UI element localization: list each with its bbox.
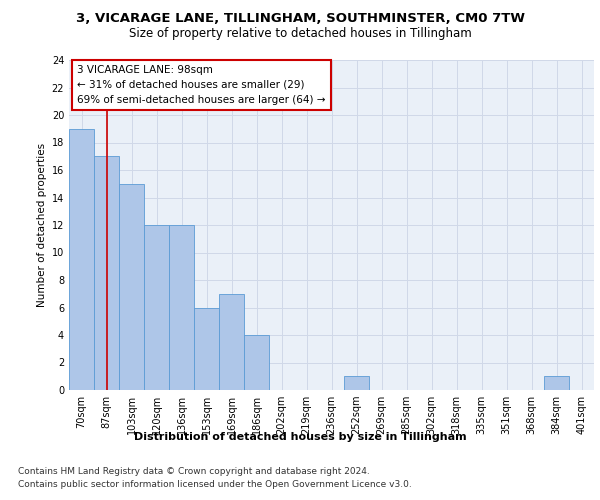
Text: Size of property relative to detached houses in Tillingham: Size of property relative to detached ho… [128,28,472,40]
Y-axis label: Number of detached properties: Number of detached properties [37,143,47,307]
Text: 3 VICARAGE LANE: 98sqm
← 31% of detached houses are smaller (29)
69% of semi-det: 3 VICARAGE LANE: 98sqm ← 31% of detached… [77,65,325,104]
Bar [119,184,144,390]
Text: Contains HM Land Registry data © Crown copyright and database right 2024.: Contains HM Land Registry data © Crown c… [18,468,370,476]
Bar [544,376,569,390]
Bar [169,225,194,390]
Bar [244,335,269,390]
Bar [94,156,119,390]
Text: Contains public sector information licensed under the Open Government Licence v3: Contains public sector information licen… [18,480,412,489]
Bar [219,294,244,390]
Text: 3, VICARAGE LANE, TILLINGHAM, SOUTHMINSTER, CM0 7TW: 3, VICARAGE LANE, TILLINGHAM, SOUTHMINST… [76,12,524,26]
Bar [194,308,219,390]
Bar [69,128,94,390]
Text: Distribution of detached houses by size in Tillingham: Distribution of detached houses by size … [134,432,466,442]
Bar [144,225,169,390]
Bar [344,376,369,390]
